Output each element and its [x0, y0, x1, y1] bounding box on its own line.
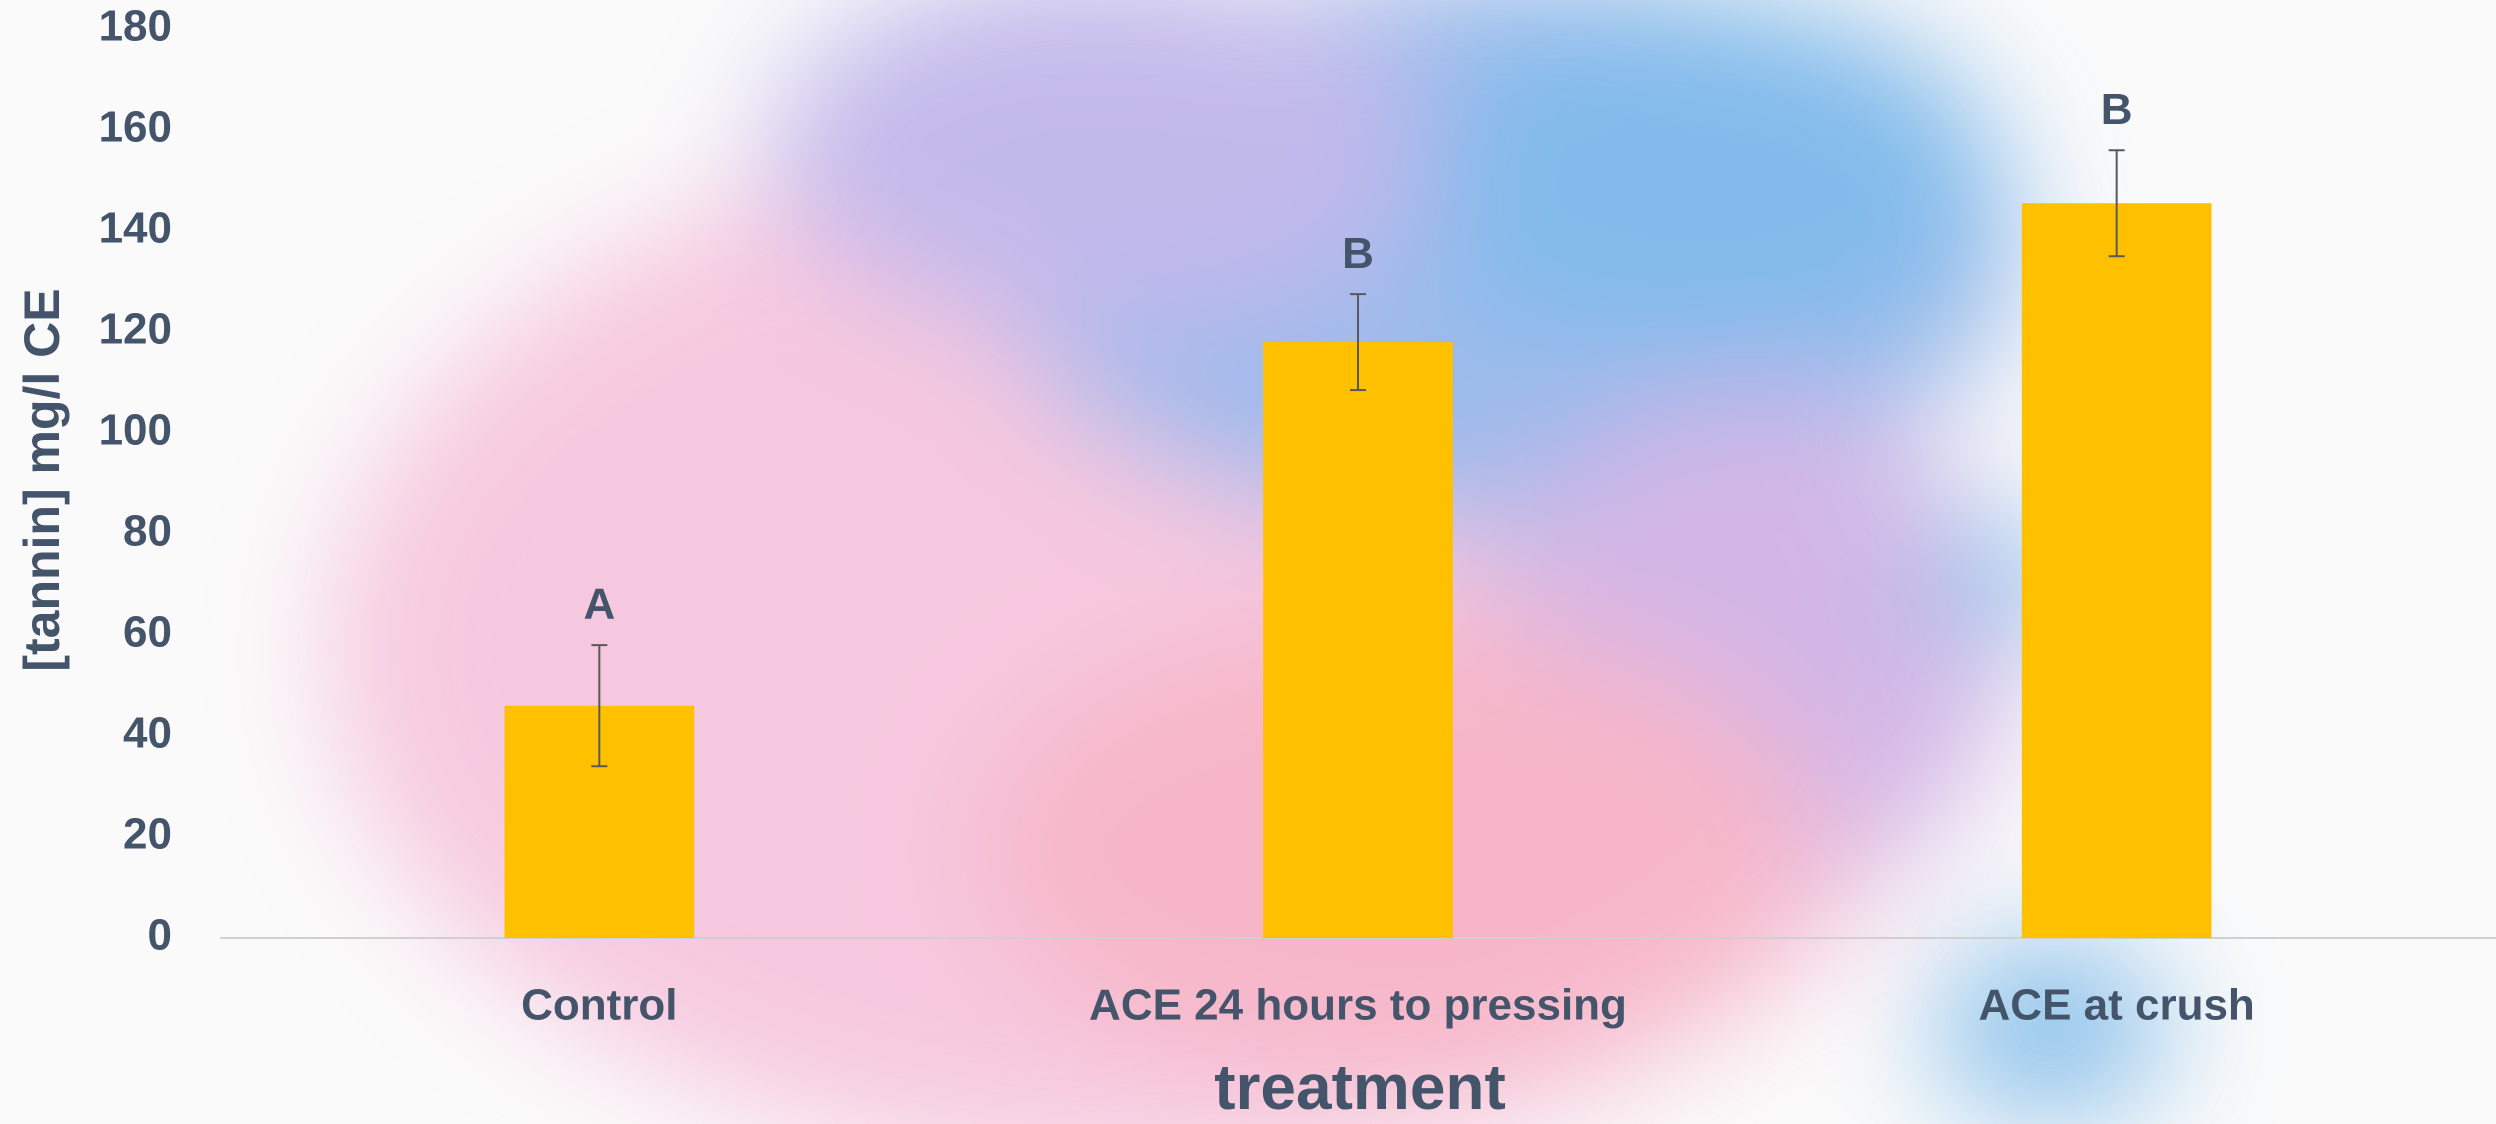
error-bar — [2108, 149, 2125, 258]
x-axis-title: treatment — [1214, 1051, 1506, 1123]
error-bar — [1350, 293, 1366, 392]
error-bar — [591, 644, 608, 768]
y-tick-label: 40 — [123, 709, 172, 758]
y-tick-label: 0 — [148, 911, 172, 960]
y-tick-label: 100 — [99, 406, 172, 455]
bar — [1263, 342, 1453, 939]
y-tick-label: 120 — [99, 305, 172, 354]
significance-letter: A — [583, 580, 615, 629]
x-tick-label: Control — [521, 981, 677, 1030]
significance-letter: B — [1342, 229, 1374, 278]
y-tick-label: 140 — [99, 204, 172, 253]
y-tick-label: 80 — [123, 507, 172, 556]
y-tick-label: 180 — [99, 2, 172, 51]
watercolor-background — [330, 0, 2170, 1124]
y-axis-title: [tannin] mg/l CE — [14, 288, 70, 671]
x-tick-label: ACE at crush — [1979, 981, 2255, 1030]
y-tick-label: 20 — [123, 810, 172, 859]
bar — [2021, 203, 2212, 939]
y-tick-label: 160 — [99, 103, 172, 152]
significance-letter: B — [2101, 85, 2133, 134]
x-tick-label: ACE 24 hours to pressing — [1089, 981, 1627, 1030]
y-tick-label: 60 — [123, 608, 172, 657]
